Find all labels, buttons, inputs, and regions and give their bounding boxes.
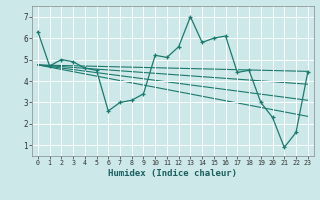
X-axis label: Humidex (Indice chaleur): Humidex (Indice chaleur) (108, 169, 237, 178)
